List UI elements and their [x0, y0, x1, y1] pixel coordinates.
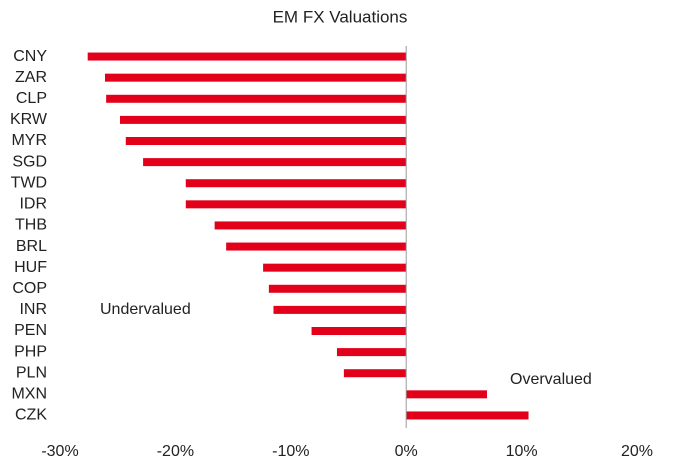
y-tick-label: BRL [16, 238, 47, 255]
bar [406, 390, 487, 399]
chart-title: EM FX Valuations [273, 7, 408, 26]
bar [143, 158, 407, 167]
x-tick-label: 20% [621, 443, 653, 460]
bar [87, 52, 407, 61]
bar [120, 115, 407, 124]
bar [125, 137, 407, 145]
y-tick-label: KRW [10, 111, 48, 128]
y-tick-label: THB [15, 217, 47, 234]
bar [273, 305, 407, 314]
y-tick-label: CNY [13, 48, 47, 65]
bar [214, 221, 407, 230]
bar [343, 369, 407, 378]
y-tick-label: PEN [14, 322, 47, 339]
bar [106, 94, 407, 103]
x-tick-label: -20% [157, 443, 194, 460]
y-tick-label: MYR [11, 132, 47, 149]
x-tick-label: -10% [272, 443, 309, 460]
y-tick-label: HUF [14, 259, 47, 276]
bar [311, 327, 407, 335]
x-tick-label: -30% [41, 443, 78, 460]
x-tick-label: 0% [395, 443, 418, 460]
y-tick-label: CZK [15, 407, 47, 424]
bar [226, 242, 407, 251]
bar [336, 348, 407, 357]
bar [268, 284, 407, 293]
y-tick-label: MXN [11, 386, 47, 403]
bar [185, 179, 407, 188]
y-tick-label: INR [19, 301, 47, 318]
y-tick-label: ZAR [15, 69, 47, 86]
bar [105, 73, 407, 82]
y-tick-label: IDR [19, 196, 47, 213]
bar [263, 263, 407, 272]
y-tick-label: COP [12, 280, 47, 297]
annotation: Overvalued [510, 371, 592, 388]
y-tick-label: PLN [16, 364, 47, 381]
y-tick-label: PHP [14, 343, 47, 360]
bar [406, 411, 529, 420]
y-tick-label: TWD [11, 174, 47, 191]
bar [185, 200, 407, 209]
y-tick-label: SGD [12, 153, 47, 170]
annotation: Undervalued [100, 301, 191, 318]
x-tick-label: 10% [506, 443, 538, 460]
y-tick-label: CLP [16, 90, 47, 107]
